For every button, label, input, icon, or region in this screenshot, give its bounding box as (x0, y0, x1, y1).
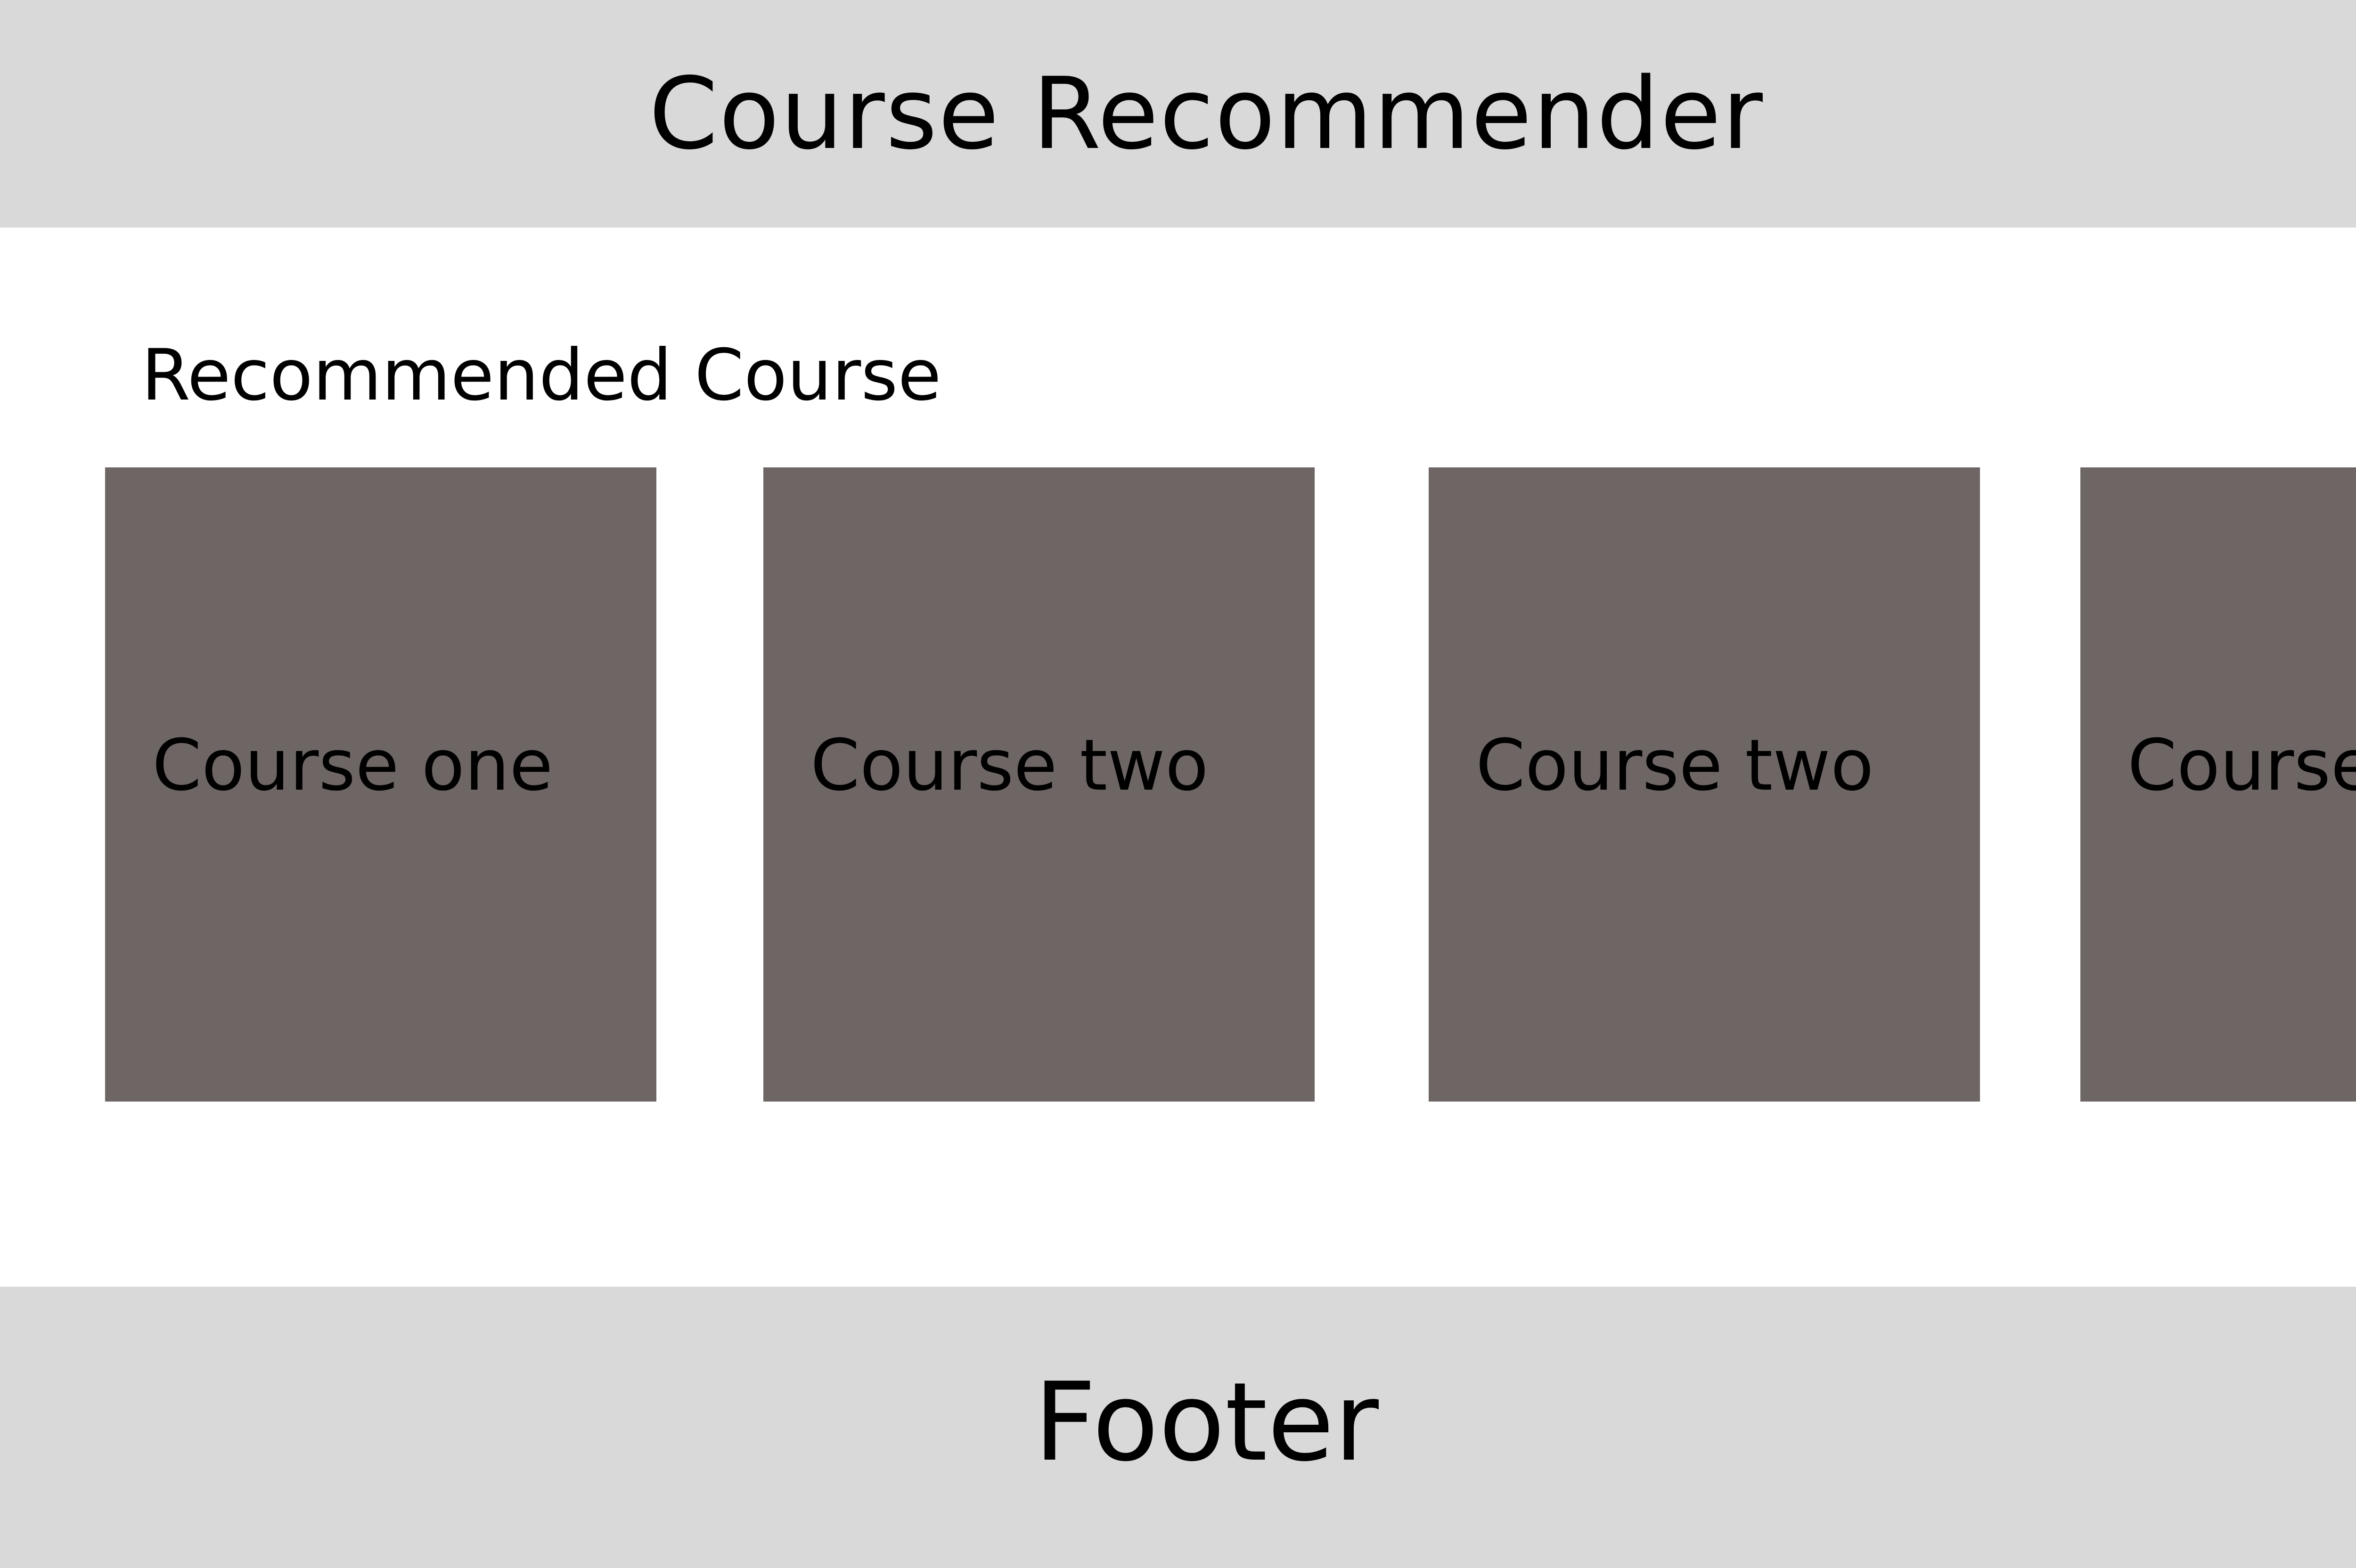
course-card-1[interactable]: Course one (105, 467, 656, 1102)
app-header: Course Recommender (0, 0, 2356, 228)
recommended-section-title: Recommended Course (141, 335, 941, 416)
footer: Footer (0, 1287, 2356, 1568)
footer-label: Footer (1034, 1359, 1379, 1486)
course-card-4[interactable]: Course o (2080, 467, 2356, 1102)
course-card-label: Course two (810, 725, 1209, 807)
course-card-label: Course two (1476, 725, 1874, 807)
course-card-2[interactable]: Course two (763, 467, 1315, 1102)
course-card-label: Course one (152, 725, 553, 807)
course-card-label: Course o (2127, 725, 2356, 807)
page-title: Course Recommender (649, 56, 1764, 172)
course-card-3[interactable]: Course two (1429, 467, 1980, 1102)
